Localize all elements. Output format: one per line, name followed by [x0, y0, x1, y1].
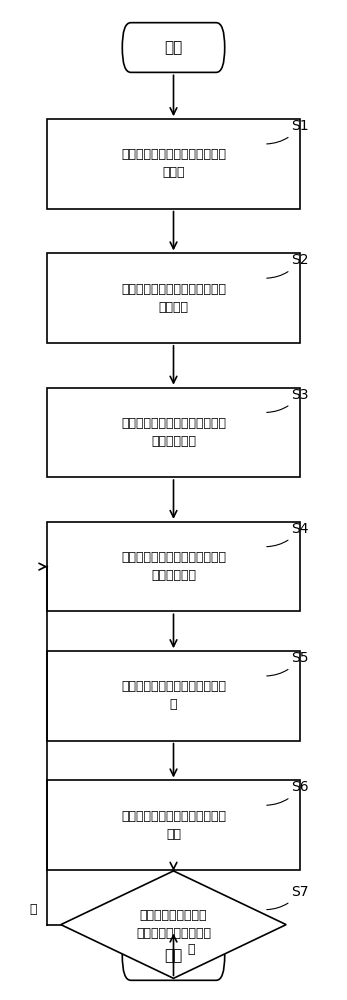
Text: S7: S7	[267, 885, 309, 910]
Text: S2: S2	[267, 253, 309, 278]
Text: S3: S3	[267, 388, 309, 412]
Text: 获取设定的目标亮度值以及目标
色温值: 获取设定的目标亮度值以及目标 色温值	[121, 148, 226, 179]
Bar	[47, 522, 300, 611]
Text: 获取亮度调节变化曲线以及色温
调节变化曲线: 获取亮度调节变化曲线以及色温 调节变化曲线	[121, 417, 226, 448]
FancyBboxPatch shape	[122, 931, 225, 980]
Text: S1: S1	[267, 119, 309, 144]
Text: 开始: 开始	[164, 40, 183, 55]
Bar	[47, 119, 300, 209]
Text: S6: S6	[267, 780, 309, 805]
Polygon shape	[61, 871, 286, 978]
Text: 实时获取第二实际亮度值以及第
二实际色温值: 实时获取第二实际亮度值以及第 二实际色温值	[121, 551, 226, 582]
Bar	[47, 651, 300, 741]
Text: 对智能灯具的亮度以及色温进行
调节: 对智能灯具的亮度以及色温进行 调节	[121, 810, 226, 841]
Text: 环境光线到达目标亮
度值以及目标色温值？: 环境光线到达目标亮 度值以及目标色温值？	[136, 909, 211, 940]
Text: 否: 否	[29, 903, 37, 916]
FancyBboxPatch shape	[122, 23, 225, 72]
Text: 是: 是	[187, 943, 195, 956]
Bar	[47, 388, 300, 477]
Text: S5: S5	[267, 651, 309, 676]
Text: 获取第一实际亮度值以及第一实
际色温值: 获取第一实际亮度值以及第一实 际色温值	[121, 283, 226, 314]
Bar	[47, 780, 300, 870]
Text: 计算智能灯具的亮度值以及色温
值: 计算智能灯具的亮度值以及色温 值	[121, 680, 226, 711]
Bar	[47, 253, 300, 343]
Text: S4: S4	[267, 522, 309, 547]
Text: 结束: 结束	[164, 948, 183, 963]
